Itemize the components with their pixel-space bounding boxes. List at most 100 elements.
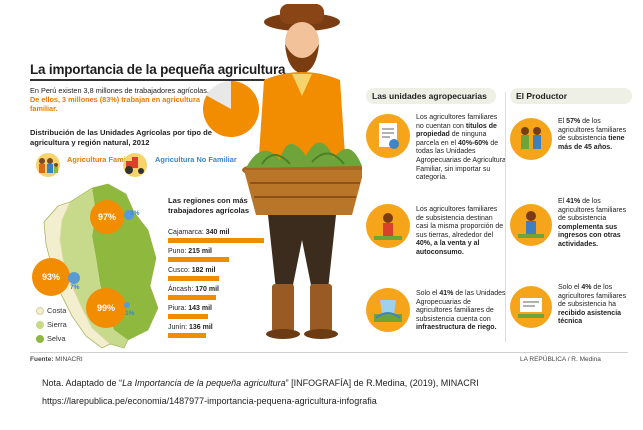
region-label: Áncash: 170 mil <box>168 285 288 294</box>
units-heading: Las unidades agropecuarias <box>366 88 496 104</box>
legend-sierra-swatch <box>36 321 44 329</box>
footer-source: Fuente: MINACRI <box>30 356 83 363</box>
units-p3-a: Solo el <box>416 290 440 297</box>
units-p1-e: de todas las Unidades Agropecuarias de A… <box>416 139 506 182</box>
page-title: La importancia de la pequeña agricultura <box>30 62 286 77</box>
irrigation-icon <box>366 288 410 332</box>
units-p1-d: 40%-60% <box>458 139 489 147</box>
regions-title: Las regiones con más trabajadores agríco… <box>168 196 250 215</box>
region-row: Puno: 215 mil <box>168 247 288 267</box>
producer-p1-c: de los agricultores familiares de subsis… <box>558 118 627 143</box>
legend-costa-swatch <box>36 307 44 315</box>
note-title: La Importancia de la pequeña agricultura <box>122 378 286 388</box>
costa-familiar-pct: 97% <box>90 200 124 234</box>
region-bar <box>168 333 207 338</box>
region-label: Cajamarca: 340 mil <box>168 228 288 237</box>
legend-sierra: Sierra <box>47 320 67 329</box>
region-value: 143 mil <box>188 305 212 312</box>
region-value: 182 mil <box>191 267 216 274</box>
intro-text: En Perú existen 3,8 millones de trabajad… <box>30 86 210 113</box>
region-label: Puno: 215 mil <box>168 247 288 256</box>
units-p1-b: títulos de propiedad <box>416 122 497 139</box>
sierra-familiar-pct: 93% <box>32 258 70 296</box>
units-p3-d: infraestructura de riego. <box>416 324 497 332</box>
footer-source-value: MINACRI <box>55 356 83 363</box>
pie-chart-icon <box>203 81 259 137</box>
producer-p1-b: 57% <box>566 118 581 125</box>
producer-p3-d: recibido asistencia técnica <box>558 309 622 326</box>
family-icon <box>36 153 60 177</box>
document-icon <box>366 114 410 158</box>
column-divider <box>505 92 506 342</box>
producer-p3-b: 4% <box>581 284 592 291</box>
producer-p2-c: de los agricultores familiares de subsis… <box>558 198 627 223</box>
region-name: Áncash: <box>168 286 196 293</box>
region-row: Piura: 143 mil <box>168 304 288 324</box>
intro-line-1: En Perú existen 3,8 millones de trabajad… <box>30 86 209 95</box>
units-p1-a: Los agricultores familiares no cuentan c… <box>416 114 498 130</box>
region-row: Junín: 136 mil <box>168 323 288 343</box>
producer-p2-d: complementa sus ingresos con otras activ… <box>558 223 621 248</box>
legend-no-familiar: Agricultura No Familiar <box>155 155 237 164</box>
selva-familiar-pct: 99% <box>86 288 126 328</box>
note-prefix: Nota. Adaptado de “ <box>42 378 123 388</box>
producer-heading: El Productor <box>510 88 632 104</box>
region-value: 136 mil <box>189 324 213 331</box>
units-p3-c: de las Unidades Agropecuarias de agricul… <box>416 290 506 323</box>
citation-url[interactable]: https://larepublica.pe/economia/1487977-… <box>42 396 377 406</box>
producer-paragraph-3: Solo el 4% de los agricultores familiare… <box>558 284 634 327</box>
region-bar <box>168 257 229 262</box>
units-p2-a: Los agricultores familiares de subsisten… <box>416 206 504 239</box>
region-bar <box>168 276 220 281</box>
footer-credit: LA REPÚBLICA / R. Medina <box>520 356 601 363</box>
legend-familiar: Agricultura Familiar <box>67 155 137 164</box>
region-value: 170 mil <box>195 286 219 293</box>
region-bar <box>168 314 209 319</box>
region-row: Cajamarca: 340 mil <box>168 228 288 248</box>
region-label: Cusco: 182 mil <box>168 266 288 275</box>
sierra-no-familiar-pct: 7% <box>70 284 80 291</box>
selva-no-familiar-dot <box>124 302 130 308</box>
units-p1-c: de ninguna parcela en el <box>416 131 487 147</box>
legend-selva: Selva <box>47 334 66 343</box>
region-name: Cajamarca: <box>168 229 206 236</box>
region-value: 215 mil <box>188 248 212 255</box>
tractor-icon <box>123 153 147 177</box>
producer-p2-b: 41% <box>566 198 581 205</box>
units-paragraph-3: Solo el 41% de las Unidades Agropecuaria… <box>416 290 506 333</box>
note-suffix: ” [INFOGRAFÍA] de R.Medina, (2019), MINA… <box>285 378 479 388</box>
costa-no-familiar-pct: 3% <box>130 210 140 217</box>
producer-paragraph-2: El 41% de los agricultores familiares de… <box>558 198 634 250</box>
woman-farmer-icon <box>366 204 410 248</box>
region-bar <box>168 295 216 300</box>
intro-line-2: De ellos, 3 millones (83%) trabajan en a… <box>30 95 200 113</box>
costa-no-familiar-dot <box>124 210 134 220</box>
farmer-illustration <box>242 4 362 339</box>
units-p2-b: 40%, a la venta y al autoconsumo. <box>416 240 480 256</box>
sierra-no-familiar-dot <box>68 272 80 284</box>
region-label: Junín: 136 mil <box>168 323 288 332</box>
worker-icon <box>510 204 552 246</box>
region-name: Puno: <box>168 248 189 255</box>
elderly-farmers-icon <box>510 118 552 160</box>
region-row: Áncash: 170 mil <box>168 285 288 305</box>
title-rule <box>30 79 265 81</box>
region-name: Cusco: <box>168 267 192 274</box>
units-paragraph-1: Los agricultores familiares no cuentan c… <box>416 114 506 183</box>
producer-paragraph-1: El 57% de los agricultores familiares de… <box>558 118 634 152</box>
producer-p1-d: tiene más de 45 años. <box>558 135 625 151</box>
selva-no-familiar-pct: 1% <box>125 310 135 317</box>
footer-source-label: Fuente: <box>30 356 54 363</box>
units-p3-b: 41% <box>439 290 454 297</box>
region-label: Piura: 143 mil <box>168 304 288 313</box>
region-value: 340 mil <box>205 229 230 236</box>
legend-selva-swatch <box>36 335 44 343</box>
legend-costa: Costa <box>47 306 67 315</box>
region-bar <box>168 238 264 243</box>
distribution-title: Distribución de las Unidades Agrícolas p… <box>30 128 212 147</box>
producer-p2-a: El <box>558 198 567 205</box>
region-name: Piura: <box>168 305 189 312</box>
citation-note: Nota. Adaptado de “La Importancia de la … <box>42 378 632 388</box>
pie-slice-familiar <box>203 81 259 137</box>
units-paragraph-2: Los agricultores familiares de subsisten… <box>416 206 506 258</box>
